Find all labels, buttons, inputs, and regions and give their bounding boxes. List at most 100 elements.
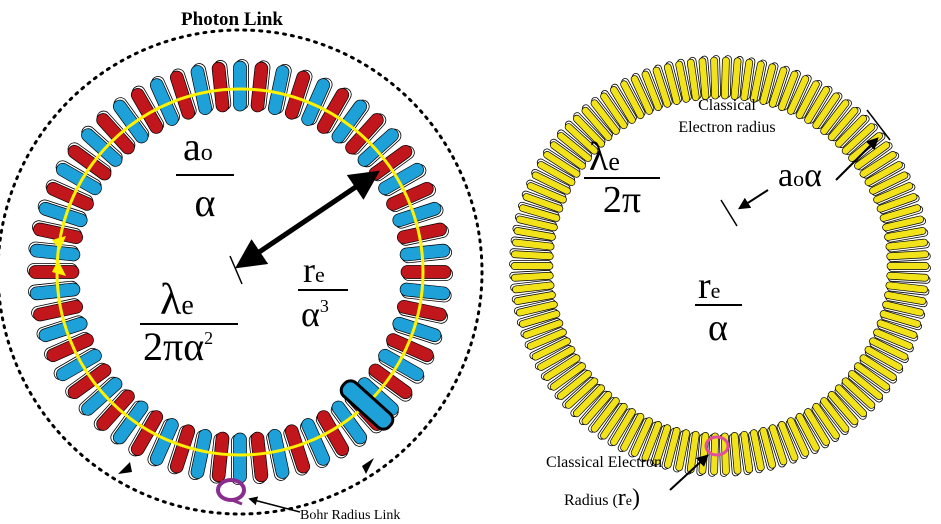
coil-segment: [378, 348, 425, 384]
coil-segment: [750, 59, 767, 103]
coil-segment: [652, 64, 673, 108]
coil-segment: [167, 424, 196, 475]
coil-segment: [28, 241, 81, 262]
coil-segment: [721, 55, 732, 100]
coil-segment: [859, 151, 900, 179]
aoalpha-label: aoα: [778, 157, 822, 194]
coil-segment: [509, 269, 554, 282]
coil-segment: [827, 106, 861, 142]
caption-prefix: Radius (: [564, 492, 618, 509]
coil-segment: [776, 421, 799, 464]
classical-label-line1: Classical: [698, 97, 756, 114]
coil-segment: [399, 282, 452, 303]
caption-suffix: ): [632, 485, 640, 511]
cubed-sup: 3: [320, 296, 329, 316]
aoalpha-tail: α: [804, 157, 822, 194]
coil-segment: [526, 179, 567, 204]
coil-segment: [661, 427, 681, 470]
orbit-arrowhead-right: [362, 458, 374, 474]
caption-r: r: [618, 485, 626, 511]
coil-segment: [510, 236, 555, 251]
coil-segment: [854, 141, 893, 171]
two-pi-denominator: 2π: [603, 179, 641, 221]
coil-segment: [392, 316, 443, 345]
coil-segment: [547, 361, 586, 391]
coil-segment: [564, 120, 599, 155]
coil-segment: [250, 60, 271, 113]
coil-segment: [112, 97, 150, 144]
coil-segment: [233, 59, 249, 112]
coil-segment: [882, 300, 926, 319]
coil-segment: [873, 182, 916, 205]
coil-segment: [876, 319, 919, 342]
bohr-radius-loop-tail: [231, 498, 243, 506]
coil-segment: [879, 310, 922, 331]
coil-segment: [698, 55, 712, 100]
classical-radius-tick: [866, 109, 891, 141]
coil-segment: [147, 418, 179, 467]
coil-segment: [531, 168, 571, 195]
orbit-arrowhead-left: [118, 462, 132, 474]
coil-segment: [572, 112, 606, 148]
coil-segment: [392, 201, 444, 229]
coil-segment: [283, 424, 311, 476]
coil-segment: [55, 160, 102, 196]
coil-segment: [686, 56, 702, 102]
squared-sup: 2: [204, 328, 213, 348]
coil-segment: [36, 315, 88, 343]
fraction-lambda-over-2pi: λe 2π: [584, 134, 660, 221]
photon-link-title: Photon Link: [181, 9, 283, 30]
coil-segment: [543, 148, 581, 178]
coil-segment: [65, 362, 112, 400]
lambda-sub: e: [608, 147, 620, 176]
aoalpha-main: a: [778, 157, 793, 194]
coil-segment: [149, 76, 180, 126]
coil-segment: [93, 389, 135, 431]
coil-segment: [357, 128, 402, 168]
coil-segment: [728, 432, 742, 477]
coil-segment: [673, 429, 690, 473]
electron-caption-line2: Radius (re): [564, 485, 640, 511]
center-tick: [720, 199, 738, 227]
coil-segment: [834, 114, 870, 148]
coil-segment: [730, 56, 744, 100]
coil-segment: [641, 68, 664, 111]
coil-segment: [588, 397, 620, 433]
coil-segment: [884, 227, 929, 243]
coil-segment: [885, 281, 930, 296]
coil-segment: [399, 243, 452, 264]
lambda-sub: e: [181, 290, 193, 321]
coil-segment: [516, 308, 561, 328]
coil-segment: [650, 424, 672, 467]
coil-segment: [549, 138, 586, 170]
svg-text:re: re: [303, 250, 325, 290]
coil-segment: [536, 158, 576, 187]
bohr-radius-caption: Bohr Radius Link: [300, 508, 400, 523]
coil-segment: [386, 333, 435, 365]
lambda-main: λ: [589, 134, 609, 179]
coil-segment: [859, 354, 897, 384]
re-main: r: [303, 250, 315, 290]
photon-link-diagram: Photon Link Bohr Radius Link ao α λe 2πα…: [0, 9, 484, 523]
coil-segment: [266, 428, 290, 481]
re-main: r: [698, 265, 711, 307]
coil-segment: [81, 125, 123, 167]
coil-segment: [827, 391, 859, 428]
coil-segment: [778, 69, 801, 111]
coil-segment: [873, 328, 914, 353]
coil-segment: [78, 376, 123, 416]
coil-segment: [885, 238, 930, 253]
coil-segment: [884, 291, 928, 308]
coil-segment: [803, 408, 830, 449]
svg-text:ao: ao: [183, 124, 213, 169]
classical-electron-diagram: Classical Electron radius aoα λe 2π re α…: [509, 55, 931, 511]
coil-segment: [110, 400, 149, 445]
coil-segment: [53, 347, 102, 382]
coil-segment: [316, 87, 352, 134]
radius-double-arrow: [235, 170, 380, 269]
coil-segment: [248, 431, 269, 484]
coil-segment: [512, 224, 556, 241]
coil-segment: [663, 61, 683, 105]
coil-segment: [169, 68, 197, 120]
ao-sub: o: [201, 140, 213, 166]
